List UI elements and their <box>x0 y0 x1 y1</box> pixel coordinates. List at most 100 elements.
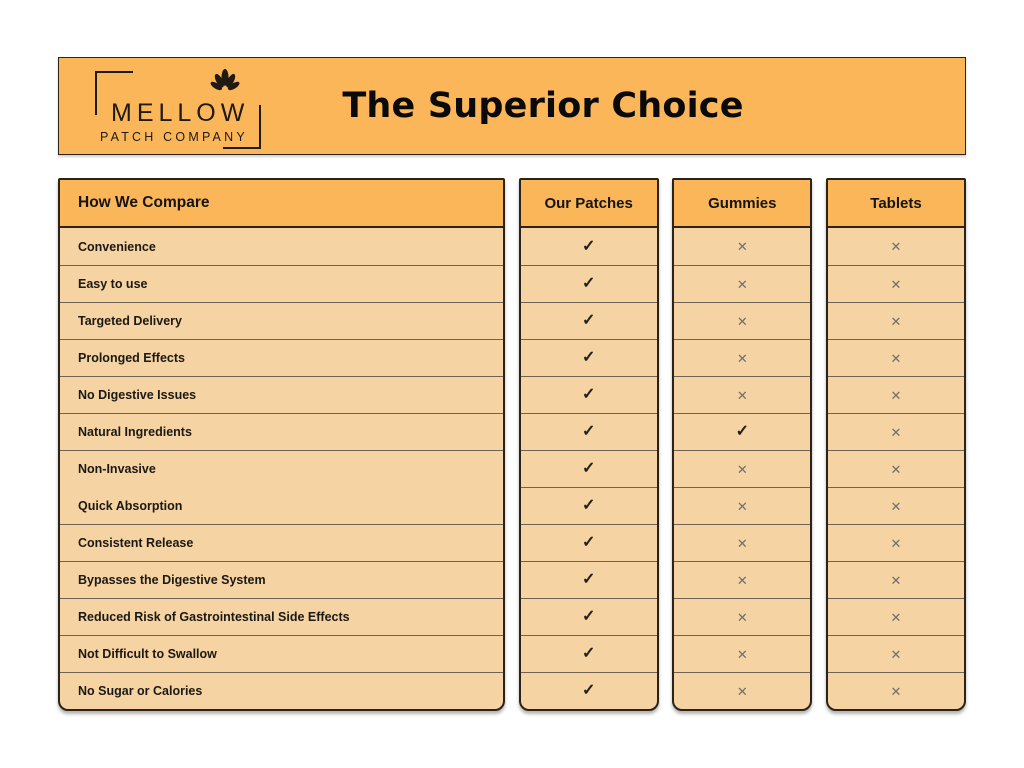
features-card: How We Compare Convenience Easy to use Tar… <box>58 178 505 711</box>
cross-icon: ✕ <box>736 387 748 403</box>
feature-row: Bypasses the Digestive System <box>60 561 503 598</box>
value-cell: ✕ <box>827 339 964 376</box>
column-header-gummies: Gummies <box>674 180 811 228</box>
cross-icon: ✕ <box>736 498 748 514</box>
feature-row: Prolonged Effects <box>60 339 503 376</box>
feature-label: Non-Invasive <box>78 462 156 476</box>
feature-row: Targeted Delivery <box>60 302 503 339</box>
feature-label: Quick Absorption <box>78 499 183 513</box>
value-cell: ✕ <box>674 487 811 524</box>
value-cell: ✕ <box>827 561 964 598</box>
feature-row: Quick Absorption <box>60 487 503 524</box>
value-cell: ✓ <box>520 265 657 302</box>
check-icon: ✓ <box>581 237 596 255</box>
value-cells: ✓ ✓ ✓ ✓ ✓ ✓ ✓ ✓ ✓ ✓ ✓ ✓ ✓ <box>520 228 657 709</box>
feature-row: Not Difficult to Swallow <box>60 635 503 672</box>
column-header-label: Our Patches <box>544 194 633 212</box>
cross-icon: ✕ <box>736 461 748 477</box>
check-icon: ✓ <box>581 497 596 514</box>
check-icon: ✓ <box>581 534 596 551</box>
value-cell: ✓ <box>520 339 657 376</box>
logo-subtitle: PATCH COMPANY <box>100 130 248 144</box>
cross-icon: ✕ <box>890 609 902 625</box>
value-cells: ✕ ✕ ✕ ✕ ✕ ✓ ✕ ✕ ✕ ✕ ✕ ✕ ✕ <box>674 228 811 709</box>
feature-row: Easy to use <box>60 265 503 302</box>
lotus-leaf-icon <box>210 69 240 91</box>
cross-icon: ✕ <box>736 276 748 292</box>
value-cell: ✓ <box>520 672 657 709</box>
features-header: How We Compare <box>60 180 503 228</box>
value-cell: ✕ <box>674 672 811 709</box>
value-cell: ✕ <box>674 561 811 598</box>
feature-label: Reduced Risk of Gastrointestinal Side Ef… <box>78 610 350 624</box>
feature-label: Targeted Delivery <box>78 314 182 328</box>
feature-row: Convenience <box>60 228 503 265</box>
value-cell: ✕ <box>674 228 810 265</box>
check-icon: ✓ <box>581 275 596 292</box>
value-cell: ✕ <box>827 265 964 302</box>
features-rows: Convenience Easy to use Targeted Delivery P… <box>60 228 503 709</box>
value-cell: ✕ <box>827 672 964 709</box>
logo-bracket-bottom-right-icon <box>223 105 261 149</box>
check-icon: ✓ <box>735 423 750 440</box>
column-card-gummies: Gummies ✕ ✕ ✕ ✕ ✕ ✓ ✕ ✕ ✕ ✕ ✕ ✕ ✕ <box>672 178 813 711</box>
value-cell: ✕ <box>674 450 811 487</box>
check-icon: ✓ <box>581 460 596 477</box>
cross-icon: ✕ <box>736 683 748 699</box>
value-cell: ✕ <box>827 635 964 672</box>
value-cell: ✓ <box>520 302 657 339</box>
value-cell: ✓ <box>520 524 657 561</box>
cross-icon: ✕ <box>890 350 902 366</box>
logo-name: MELLOW <box>111 99 250 127</box>
cross-icon: ✕ <box>890 683 902 699</box>
value-cell: ✕ <box>827 598 964 635</box>
cross-icon: ✕ <box>890 498 902 514</box>
cross-icon: ✕ <box>890 276 902 292</box>
check-icon: ✓ <box>581 682 596 699</box>
value-cell: ✕ <box>674 524 811 561</box>
value-cell: ✕ <box>828 228 964 265</box>
value-cell: ✕ <box>674 598 811 635</box>
feature-label: Bypasses the Digestive System <box>78 573 266 587</box>
feature-row: Reduced Risk of Gastrointestinal Side Ef… <box>60 598 503 635</box>
column-header-label: Gummies <box>708 194 777 212</box>
check-icon: ✓ <box>581 571 596 588</box>
value-cell: ✕ <box>827 450 964 487</box>
feature-label: Convenience <box>78 239 156 254</box>
cross-icon: ✕ <box>890 387 902 403</box>
value-cell: ✓ <box>520 561 657 598</box>
value-cell: ✕ <box>674 339 811 376</box>
cross-icon: ✕ <box>890 313 902 329</box>
check-icon: ✓ <box>581 386 596 403</box>
feature-row: Non-Invasive <box>60 450 503 487</box>
cross-icon: ✕ <box>736 239 748 254</box>
value-cell: ✕ <box>674 302 811 339</box>
value-cell: ✓ <box>520 598 657 635</box>
check-icon: ✓ <box>581 423 596 440</box>
cross-icon: ✕ <box>890 572 902 588</box>
value-cell: ✓ <box>520 487 657 524</box>
value-cell: ✓ <box>520 635 657 672</box>
features-header-label: How We Compare <box>78 194 210 211</box>
cross-icon: ✕ <box>890 646 902 662</box>
value-cell: ✓ <box>674 413 811 450</box>
header-bar: MELLOW PATCH COMPANY The Superior Choice <box>58 57 966 155</box>
cross-icon: ✕ <box>890 424 902 440</box>
feature-label: No Digestive Issues <box>78 388 197 402</box>
feature-row: Natural Ingredients <box>60 413 503 450</box>
column-card-tablets: Tablets ✕ ✕ ✕ ✕ ✕ ✕ ✕ ✕ ✕ ✕ ✕ ✕ ✕ <box>825 178 966 711</box>
column-header-label: Tablets <box>870 194 922 212</box>
value-cell: ✕ <box>827 487 964 524</box>
cross-icon: ✕ <box>736 350 748 366</box>
value-cells: ✕ ✕ ✕ ✕ ✕ ✕ ✕ ✕ ✕ ✕ ✕ ✕ ✕ <box>827 228 964 709</box>
cross-icon: ✕ <box>736 609 748 625</box>
value-cell: ✓ <box>520 376 657 413</box>
cross-icon: ✕ <box>736 313 748 329</box>
comparison-table: How We Compare Convenience Easy to use Tar… <box>58 178 966 711</box>
feature-label: Prolonged Effects <box>78 351 185 365</box>
value-cell: ✕ <box>827 376 964 413</box>
check-icon: ✓ <box>581 312 596 329</box>
feature-row: Consistent Release <box>60 524 503 561</box>
cross-icon: ✕ <box>890 239 902 254</box>
